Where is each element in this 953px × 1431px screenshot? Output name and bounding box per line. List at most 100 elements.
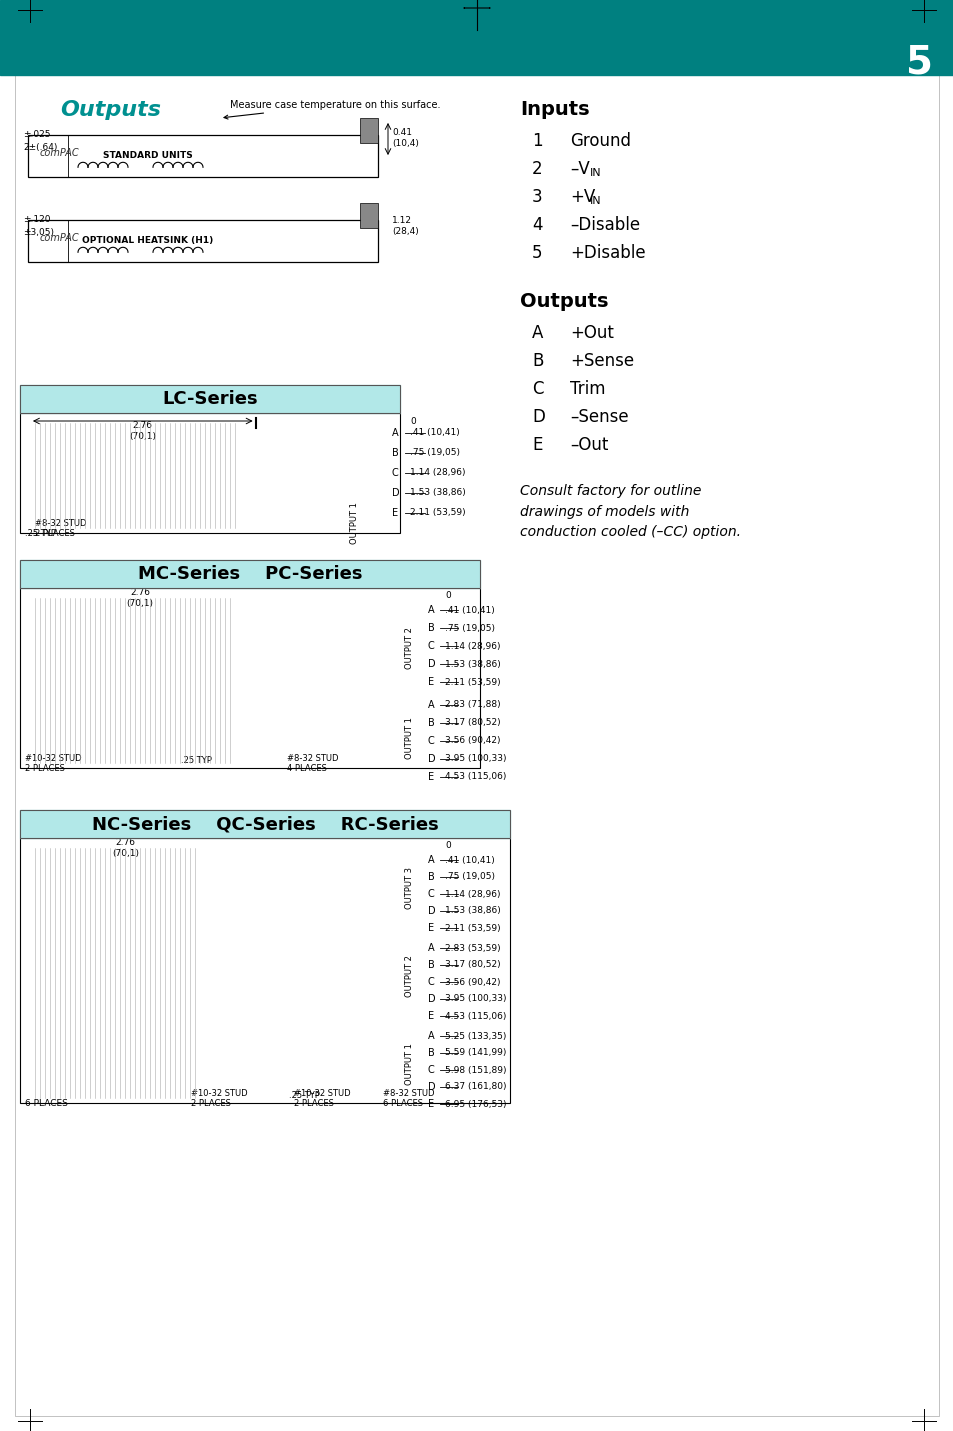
Text: E: E (532, 436, 542, 454)
Text: +Disable: +Disable (569, 245, 645, 262)
Text: D: D (392, 488, 399, 498)
Text: –Out: –Out (569, 436, 608, 454)
Text: C: C (392, 468, 398, 478)
Text: ±.120: ±.120 (23, 215, 51, 225)
Text: 2.11 (53,59): 2.11 (53,59) (444, 677, 500, 687)
Text: 3.17 (80,52): 3.17 (80,52) (444, 718, 500, 727)
Text: 3.56 (90,42): 3.56 (90,42) (444, 977, 500, 986)
Text: 4.53 (115,06): 4.53 (115,06) (444, 1012, 506, 1020)
Text: D: D (532, 408, 544, 426)
Text: OUTPUT 3: OUTPUT 3 (405, 867, 414, 909)
Text: C: C (532, 381, 543, 398)
Text: LC-Series: LC-Series (162, 391, 257, 408)
Bar (28, 220, 377, 262)
Text: A: A (428, 943, 435, 953)
Text: 0: 0 (410, 416, 416, 425)
Text: +Out: +Out (569, 323, 613, 342)
Text: 2.76
(70,1): 2.76 (70,1) (127, 588, 153, 608)
Text: B: B (532, 352, 543, 371)
Bar (20, 588, 479, 768)
Text: 6 PLACES: 6 PLACES (25, 1099, 68, 1108)
Text: 1.12
(28,4): 1.12 (28,4) (392, 216, 418, 236)
Bar (20, 810, 510, 839)
Text: 4: 4 (532, 216, 542, 235)
Text: IN: IN (589, 167, 601, 177)
Text: +V: +V (569, 187, 595, 206)
Text: #10-32 STUD
2 PLACES: #10-32 STUD 2 PLACES (294, 1089, 351, 1108)
Text: OUTPUT 2: OUTPUT 2 (405, 627, 414, 668)
Bar (359, 203, 377, 229)
Text: OPTIONAL HEATSINK (H1): OPTIONAL HEATSINK (H1) (82, 236, 213, 246)
Bar (0, 0, 953, 74)
Bar (20, 810, 510, 839)
Text: #10-32 STUD
2 PLACES: #10-32 STUD 2 PLACES (192, 1089, 248, 1108)
Text: ±3,05): ±3,05) (23, 228, 54, 238)
Text: D: D (428, 1082, 436, 1092)
Text: 3.56 (90,42): 3.56 (90,42) (444, 737, 500, 746)
Text: –Sense: –Sense (569, 408, 628, 426)
Text: D: D (428, 660, 436, 670)
Text: A: A (428, 854, 435, 864)
Text: A: A (428, 700, 435, 710)
Text: comPAC: comPAC (40, 233, 79, 243)
Text: 1.53 (38,86): 1.53 (38,86) (444, 660, 500, 668)
Text: MC-Series    PC-Series: MC-Series PC-Series (137, 565, 362, 582)
Text: Trim: Trim (569, 381, 605, 398)
Text: OUTPUT 1: OUTPUT 1 (405, 717, 414, 758)
Text: E: E (428, 1010, 434, 1020)
Text: B: B (428, 718, 435, 728)
Text: Measure case temperature on this surface.: Measure case temperature on this surface… (224, 100, 440, 119)
Text: 2.83 (71,88): 2.83 (71,88) (444, 701, 500, 710)
Bar (28, 135, 377, 177)
Text: .25 TYP: .25 TYP (181, 756, 212, 766)
Bar (20, 414, 399, 532)
Text: 5.25 (133,35): 5.25 (133,35) (444, 1032, 506, 1040)
Text: B: B (392, 448, 398, 458)
Text: #10-32 STUD
2 PLACES: #10-32 STUD 2 PLACES (25, 754, 82, 773)
Text: 1.14 (28,96): 1.14 (28,96) (410, 468, 465, 478)
Text: 2.11 (53,59): 2.11 (53,59) (444, 923, 500, 933)
Text: OUTPUT 1: OUTPUT 1 (350, 502, 359, 544)
Text: .41 (10,41): .41 (10,41) (410, 428, 459, 438)
Text: –V: –V (569, 160, 589, 177)
Text: +Sense: +Sense (569, 352, 634, 371)
Text: Outputs: Outputs (60, 100, 161, 120)
Text: E: E (392, 508, 397, 518)
Text: Inputs: Inputs (519, 100, 589, 119)
Text: 2±(.64): 2±(.64) (23, 143, 57, 152)
Text: 4.53 (115,06): 4.53 (115,06) (444, 773, 506, 781)
Text: .25 TYP: .25 TYP (25, 529, 56, 538)
Text: 5: 5 (532, 245, 542, 262)
Text: .25 TYP: .25 TYP (289, 1090, 320, 1100)
Bar (359, 119, 377, 143)
Text: C: C (428, 641, 435, 651)
Text: 2.83 (53,59): 2.83 (53,59) (444, 943, 500, 953)
Text: STANDARD UNITS: STANDARD UNITS (103, 152, 193, 160)
Text: D: D (428, 995, 436, 1005)
Text: #8-32 STUD
6 PLACES: #8-32 STUD 6 PLACES (382, 1089, 434, 1108)
Text: B: B (428, 960, 435, 970)
Text: 3: 3 (532, 187, 542, 206)
Text: Outputs: Outputs (519, 292, 608, 311)
Text: 1.53 (38,86): 1.53 (38,86) (410, 488, 465, 498)
Text: 3.95 (100,33): 3.95 (100,33) (444, 995, 506, 1003)
Text: ±.025: ±.025 (23, 130, 51, 139)
Text: 1.14 (28,96): 1.14 (28,96) (444, 890, 500, 899)
Text: 5.59 (141,99): 5.59 (141,99) (444, 1049, 506, 1058)
Text: 5.98 (151,89): 5.98 (151,89) (444, 1066, 506, 1075)
Text: D: D (428, 754, 436, 764)
Text: IN: IN (589, 196, 601, 206)
Text: .75 (19,05): .75 (19,05) (444, 624, 495, 633)
Text: 2: 2 (532, 160, 542, 177)
Text: #8-32 STUD
4 PLACES: #8-32 STUD 4 PLACES (287, 754, 338, 773)
Text: #8-32 STUD
2 PLACES: #8-32 STUD 2 PLACES (35, 518, 87, 538)
Bar (20, 839, 510, 1103)
Text: 1: 1 (532, 132, 542, 150)
Text: E: E (428, 923, 434, 933)
Text: .41 (10,41): .41 (10,41) (444, 856, 495, 864)
Text: D: D (428, 906, 436, 916)
Bar (20, 385, 399, 414)
Text: OUTPUT 1: OUTPUT 1 (405, 1043, 414, 1085)
Text: 2.76
(70,1): 2.76 (70,1) (130, 421, 156, 441)
Text: E: E (428, 771, 434, 781)
